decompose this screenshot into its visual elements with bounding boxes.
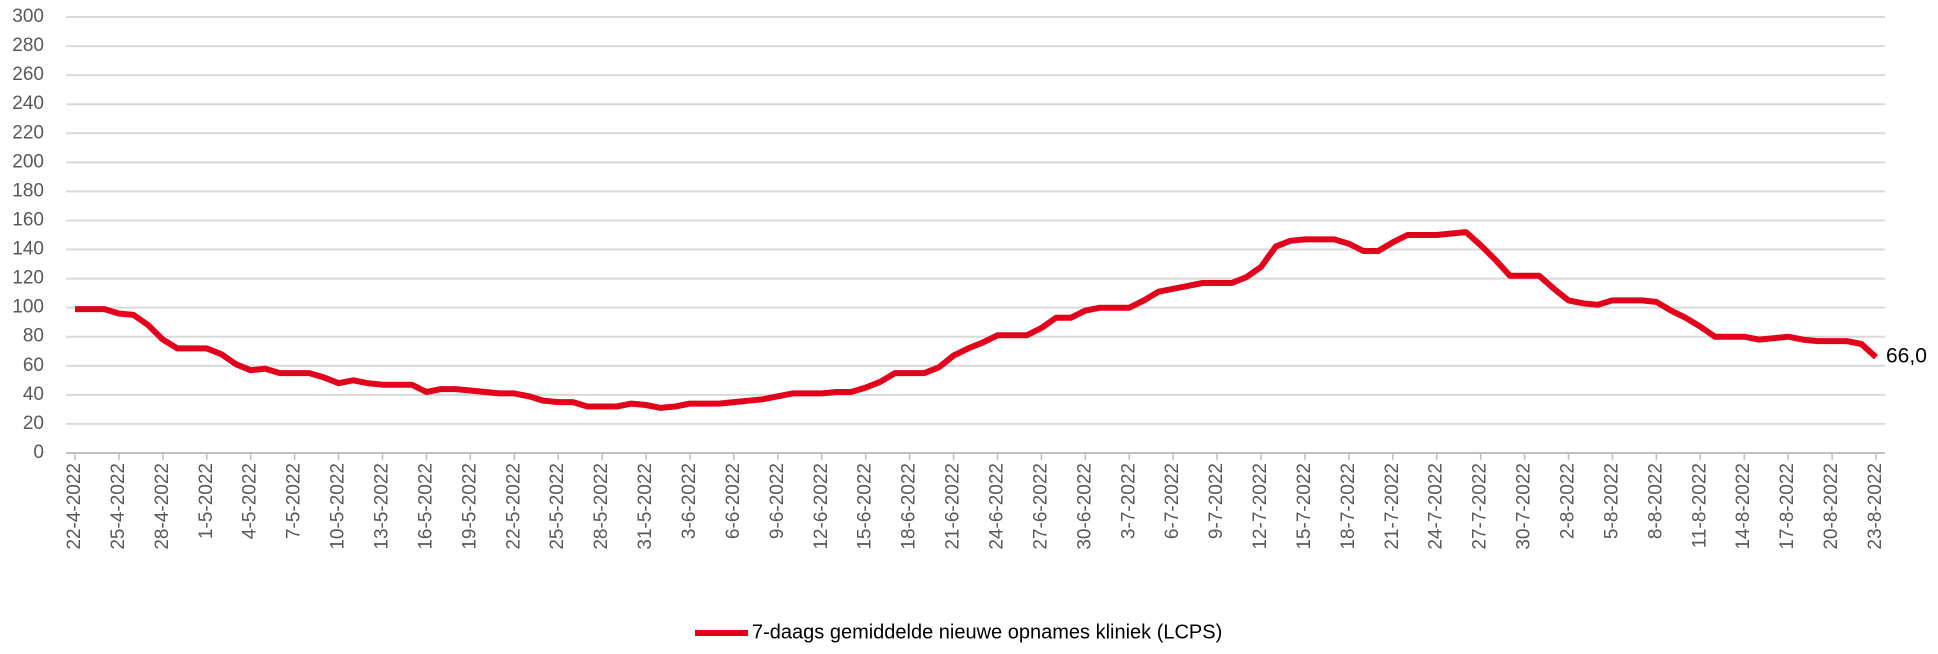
y-tick-label: 240 bbox=[12, 93, 44, 114]
x-tick-label: 22-5-2022 bbox=[503, 463, 524, 550]
x-tick-label: 19-5-2022 bbox=[459, 463, 480, 550]
y-tick-label: 80 bbox=[23, 326, 44, 347]
x-tick-label: 24-6-2022 bbox=[986, 463, 1007, 550]
x-tick-label: 23-8-2022 bbox=[1865, 463, 1886, 550]
x-tick-label: 12-6-2022 bbox=[811, 463, 832, 550]
x-tick-label: 3-6-2022 bbox=[679, 463, 700, 539]
x-tick-label: 7-5-2022 bbox=[284, 463, 305, 539]
y-tick-label: 60 bbox=[23, 355, 44, 376]
x-tick-label: 6-7-2022 bbox=[1162, 463, 1183, 539]
x-tick-label: 25-4-2022 bbox=[108, 463, 129, 550]
y-tick-label: 140 bbox=[12, 239, 44, 260]
legend-label: 7-daags gemiddelde nieuwe opnames klinie… bbox=[752, 621, 1222, 643]
x-tick-label: 18-7-2022 bbox=[1338, 463, 1359, 550]
x-tick-label: 9-7-2022 bbox=[1206, 463, 1227, 539]
x-tick-label: 15-7-2022 bbox=[1294, 463, 1315, 550]
x-tick-label: 13-5-2022 bbox=[372, 463, 393, 550]
x-tick-label: 17-8-2022 bbox=[1777, 463, 1798, 550]
x-tick-label: 3-7-2022 bbox=[1118, 463, 1139, 539]
x-tick-label: 27-6-2022 bbox=[1030, 463, 1051, 550]
y-tick-label: 220 bbox=[12, 122, 44, 143]
x-tick-label: 30-6-2022 bbox=[1074, 463, 1095, 550]
x-tick-label: 18-6-2022 bbox=[899, 463, 920, 550]
x-tick-label: 20-8-2022 bbox=[1821, 463, 1842, 550]
x-tick-label: 14-8-2022 bbox=[1733, 463, 1754, 550]
y-tick-label: 180 bbox=[12, 180, 44, 201]
y-tick-label: 100 bbox=[12, 297, 44, 318]
y-tick-label: 200 bbox=[12, 151, 44, 172]
x-tick-label: 6-6-2022 bbox=[723, 463, 744, 539]
x-tick-label: 25-5-2022 bbox=[547, 463, 568, 550]
x-tick-label: 8-8-2022 bbox=[1645, 463, 1666, 539]
x-tick-label: 21-7-2022 bbox=[1382, 463, 1403, 550]
x-tick-label: 16-5-2022 bbox=[415, 463, 436, 550]
y-tick-label: 0 bbox=[33, 442, 44, 463]
y-tick-label: 260 bbox=[12, 64, 44, 85]
x-tick-label: 22-4-2022 bbox=[64, 463, 85, 550]
y-tick-label: 20 bbox=[23, 413, 44, 434]
x-tick-label: 10-5-2022 bbox=[328, 463, 349, 550]
x-tick-label: 24-7-2022 bbox=[1426, 463, 1447, 550]
x-tick-label: 15-6-2022 bbox=[855, 463, 876, 550]
x-tick-label: 27-7-2022 bbox=[1470, 463, 1491, 550]
x-tick-label: 2-8-2022 bbox=[1558, 463, 1579, 539]
y-tick-label: 280 bbox=[12, 35, 44, 56]
data-label: 66,0 bbox=[1886, 345, 1927, 368]
x-tick-label: 12-7-2022 bbox=[1250, 463, 1271, 550]
y-tick-label: 120 bbox=[12, 268, 44, 289]
x-tick-label: 30-7-2022 bbox=[1514, 463, 1535, 550]
y-tick-label: 160 bbox=[12, 209, 44, 230]
y-tick-label: 300 bbox=[12, 6, 44, 27]
x-tick-label: 5-8-2022 bbox=[1601, 463, 1622, 539]
x-tick-label: 4-5-2022 bbox=[240, 463, 261, 539]
x-tick-label: 1-5-2022 bbox=[196, 463, 217, 539]
y-tick-label: 40 bbox=[23, 384, 44, 405]
line bbox=[75, 229, 1879, 411]
x-tick-label: 9-6-2022 bbox=[767, 463, 788, 539]
x-tick-label: 31-5-2022 bbox=[635, 463, 656, 550]
x-tick-label: 28-5-2022 bbox=[591, 463, 612, 550]
x-tick-label: 21-6-2022 bbox=[943, 463, 964, 550]
x-tick-label: 11-8-2022 bbox=[1689, 463, 1710, 548]
x-tick-label: 28-4-2022 bbox=[152, 463, 173, 550]
